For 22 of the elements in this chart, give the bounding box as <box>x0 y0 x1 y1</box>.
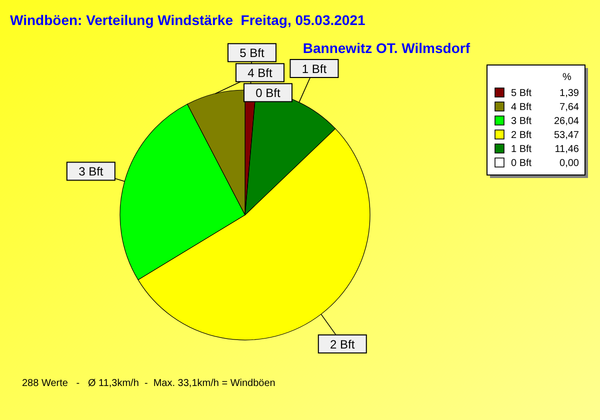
data-label: 26,04 <box>554 116 580 127</box>
slice-label: 4 Bft <box>248 66 273 80</box>
legend-title: % <box>562 72 572 83</box>
category-label: 0 Bft <box>256 86 280 100</box>
slice-label: 5 Bft <box>240 46 265 60</box>
data-label: 11,46 <box>554 144 580 155</box>
text: 288 Werte - Ø 11,3km/h - Max. 33,1km/h = Windböen <box>22 378 276 389</box>
data-label: 7,64 <box>560 102 580 113</box>
slice-label: 2 Bft <box>330 337 356 352</box>
legend-label: 2 Bft <box>511 130 532 141</box>
chart-title: Windböen: Verteilung Windstärke Freitag, 05.03.2021 <box>10 12 366 28</box>
legend-label: 1 Bft <box>511 144 532 155</box>
slice-label: 1 Bft <box>302 62 328 76</box>
legend-label: 0 Bft <box>511 158 532 169</box>
legend-label: 4 Bft <box>511 102 532 113</box>
chart-subtitle: Bannewitz OT. Wilmsdorf <box>302 40 470 56</box>
text: 0,00 <box>560 158 579 169</box>
legend-label: 3 Bft <box>511 116 532 127</box>
data-label: 53,47 <box>554 130 580 141</box>
legend-label: 5 Bft <box>511 88 532 99</box>
data-label: 1,39 <box>560 88 580 99</box>
slice-label: 3 Bft <box>78 164 104 179</box>
